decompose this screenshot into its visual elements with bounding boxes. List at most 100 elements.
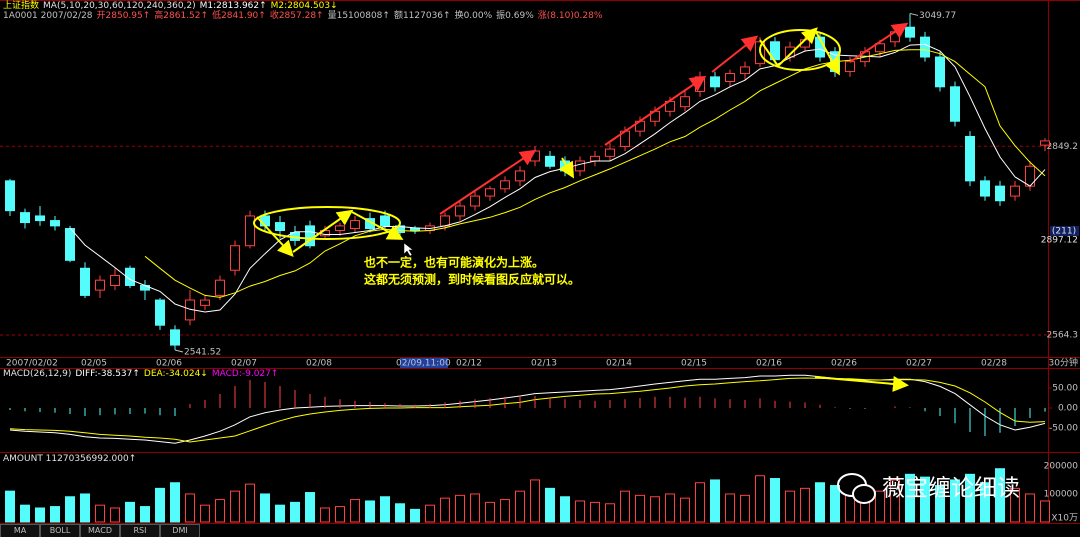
candle-body: [200, 299, 210, 306]
cursor-date-box: [400, 358, 448, 368]
red-arrow: [604, 75, 707, 146]
mouse-cursor: [403, 242, 414, 257]
info-item: 振0.69%: [496, 11, 534, 21]
volume-bar: [215, 499, 225, 523]
high-label: 3049.77: [919, 11, 956, 21]
x-tick-label: 02/06: [156, 359, 182, 369]
volume-bar: [290, 501, 300, 523]
candle-body: [140, 284, 150, 291]
volume-bar: [20, 504, 30, 523]
candle-body: [95, 279, 105, 291]
volume-bar: [500, 499, 510, 523]
volume-title: AMOUNT 11270356992.000↑: [3, 454, 137, 464]
x-tick-label: 02/14: [606, 359, 632, 369]
candle-body: [155, 299, 165, 326]
legend: 上证指数 MA(5,10,20,30,60,120,240,360,2) M1:28…: [3, 1, 342, 11]
volume-bar: [65, 496, 75, 523]
chart-title: 上证指数: [3, 1, 40, 11]
volume-bar: [785, 490, 795, 523]
info-item: 量15100808↑: [327, 11, 390, 21]
candle-body: [350, 220, 360, 230]
candle-body: [440, 215, 450, 227]
volume-bar: [35, 507, 45, 523]
header-line: 上证指数 MA(5,10,20,30,60,120,240,360,2) M1:28…: [3, 1, 346, 11]
legend-entry: M1:2813.962↑: [199, 1, 267, 11]
candle-body: [380, 215, 390, 227]
volume-bar: [515, 490, 525, 523]
cursor-label: (211): [1052, 227, 1076, 237]
candle-body: [995, 185, 1005, 202]
volume-bar: [950, 479, 960, 523]
volume-bar: [560, 496, 570, 523]
yellow-arrow: [814, 29, 840, 76]
macd-line: [9, 374, 1046, 444]
candle-body: [980, 180, 990, 197]
tab[interactable]: DMI: [160, 524, 200, 537]
volume-bar: [260, 493, 270, 523]
volume-bar: [695, 482, 705, 523]
info-item: 涨(8.10)0.28%: [537, 11, 603, 21]
y-tick-label: 100000: [1044, 489, 1079, 499]
tab[interactable]: MACD: [80, 524, 120, 537]
candle-body: [845, 61, 855, 73]
y-tick-label: 50.00: [1052, 384, 1078, 394]
annotation: 也不一定，也有可能演化为上涨。: [364, 255, 544, 270]
x-tick-label: 02/07: [231, 359, 257, 369]
y-tick-label: 2564.3: [1047, 330, 1079, 340]
volume-bar: [890, 479, 900, 523]
volume-bar: [815, 482, 825, 523]
volume-bar: [350, 499, 360, 523]
x-tick-label: 02/13: [531, 359, 557, 369]
x-tick-label: 02/12: [456, 359, 482, 369]
volume-bar: [710, 479, 720, 523]
tab[interactable]: MA: [0, 524, 40, 537]
info-line: 1A0001 2007/02/28 开2850.95↑ 高2861.52↑ 低2841…: [3, 11, 606, 21]
candle-body: [470, 195, 480, 207]
y-tick-label: -50.00: [1049, 424, 1078, 434]
volume-bar: [245, 483, 255, 523]
volume-bar: [200, 504, 210, 523]
macd-line: [9, 377, 1046, 443]
volume-bar: [935, 485, 945, 523]
legend-entry: DIFF:-38.537↑: [75, 369, 140, 379]
volume-bar: [590, 501, 600, 523]
x-tick-label: 02/08: [306, 359, 332, 369]
volume-bar: [125, 501, 135, 523]
yellow-arrow: [559, 157, 575, 179]
candle-body: [770, 41, 780, 61]
volume-bar: [665, 493, 675, 523]
ma-line: [144, 49, 1046, 298]
yellow-arrow: [814, 375, 909, 392]
cursor-label: 2897.12: [1041, 236, 1078, 246]
x-tick-label: 02/28: [981, 359, 1007, 369]
candle-body: [515, 170, 525, 182]
volume-bar: [170, 482, 180, 523]
volume-bar: [650, 496, 660, 523]
panel-borders: [0, 0, 1080, 524]
volume-bar: [800, 487, 810, 523]
volume-bar: [50, 506, 60, 523]
x-tick-label: 02/09,11:00: [396, 359, 451, 369]
candle-body: [590, 155, 600, 162]
yellow-ellipse: [253, 206, 401, 240]
candle-body: [230, 245, 240, 271]
red-arrow: [439, 149, 537, 215]
volume-bar: [530, 479, 540, 523]
tab[interactable]: BOLL: [40, 524, 80, 537]
high-pointer: [909, 12, 919, 16]
red-arrow: [711, 35, 759, 73]
candle-body: [575, 160, 585, 172]
candle-body: [875, 43, 885, 53]
macd-legend: MACD(26,12,9) DIFF:-38.537↑ DEA:-34.024↓ MA…: [3, 369, 282, 379]
volume-bar: [755, 475, 765, 523]
candle-body: [125, 267, 135, 286]
volume-bar: [335, 506, 345, 523]
volume-bar: [80, 493, 90, 523]
volume-bar: [485, 501, 495, 523]
volume-bar: [1010, 487, 1020, 523]
candle-body: [965, 135, 975, 182]
candle-body: [35, 215, 45, 222]
info-item: 1A0001 2007/02/28: [3, 11, 93, 21]
macd-title: MACD(26,12,9): [3, 369, 72, 379]
tab[interactable]: RSI: [120, 524, 160, 537]
